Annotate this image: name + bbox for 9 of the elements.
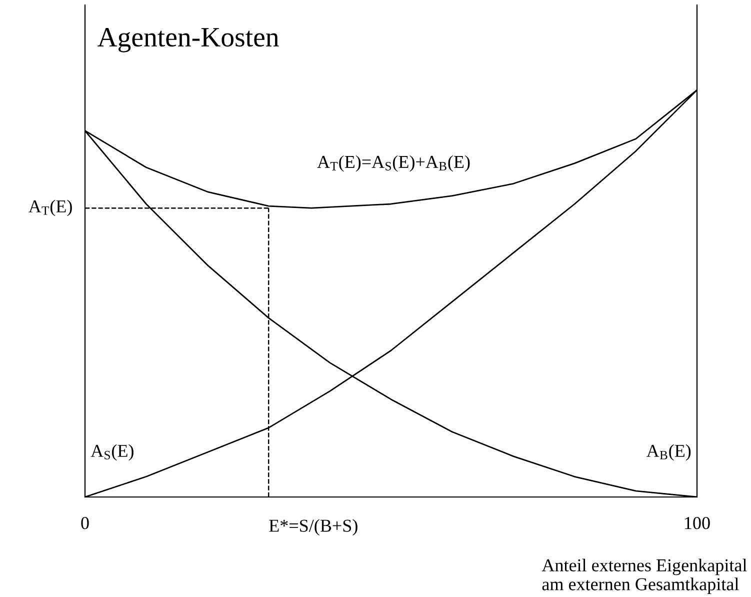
x-tick-label: 100: [685, 516, 710, 530]
series-label: A$_{T}$(E)=A$_{S}$(E)+A$_{B}$(E): [317, 155, 470, 172]
chart-title: Agenten-Kosten: [98, 28, 279, 52]
ref-line-label: E*=S/(B+S): [269, 519, 358, 536]
x-axis-title: Anteil externes Eigenkapital am externen Gesamtkapital: [542, 558, 747, 594]
series-label: A$_{S}$(E): [90, 444, 134, 461]
ref-line-label: A$_{T}$(E): [28, 200, 72, 216]
series-label: A$_{B}$(E): [646, 444, 691, 461]
x-tick-label: 0: [81, 516, 89, 530]
